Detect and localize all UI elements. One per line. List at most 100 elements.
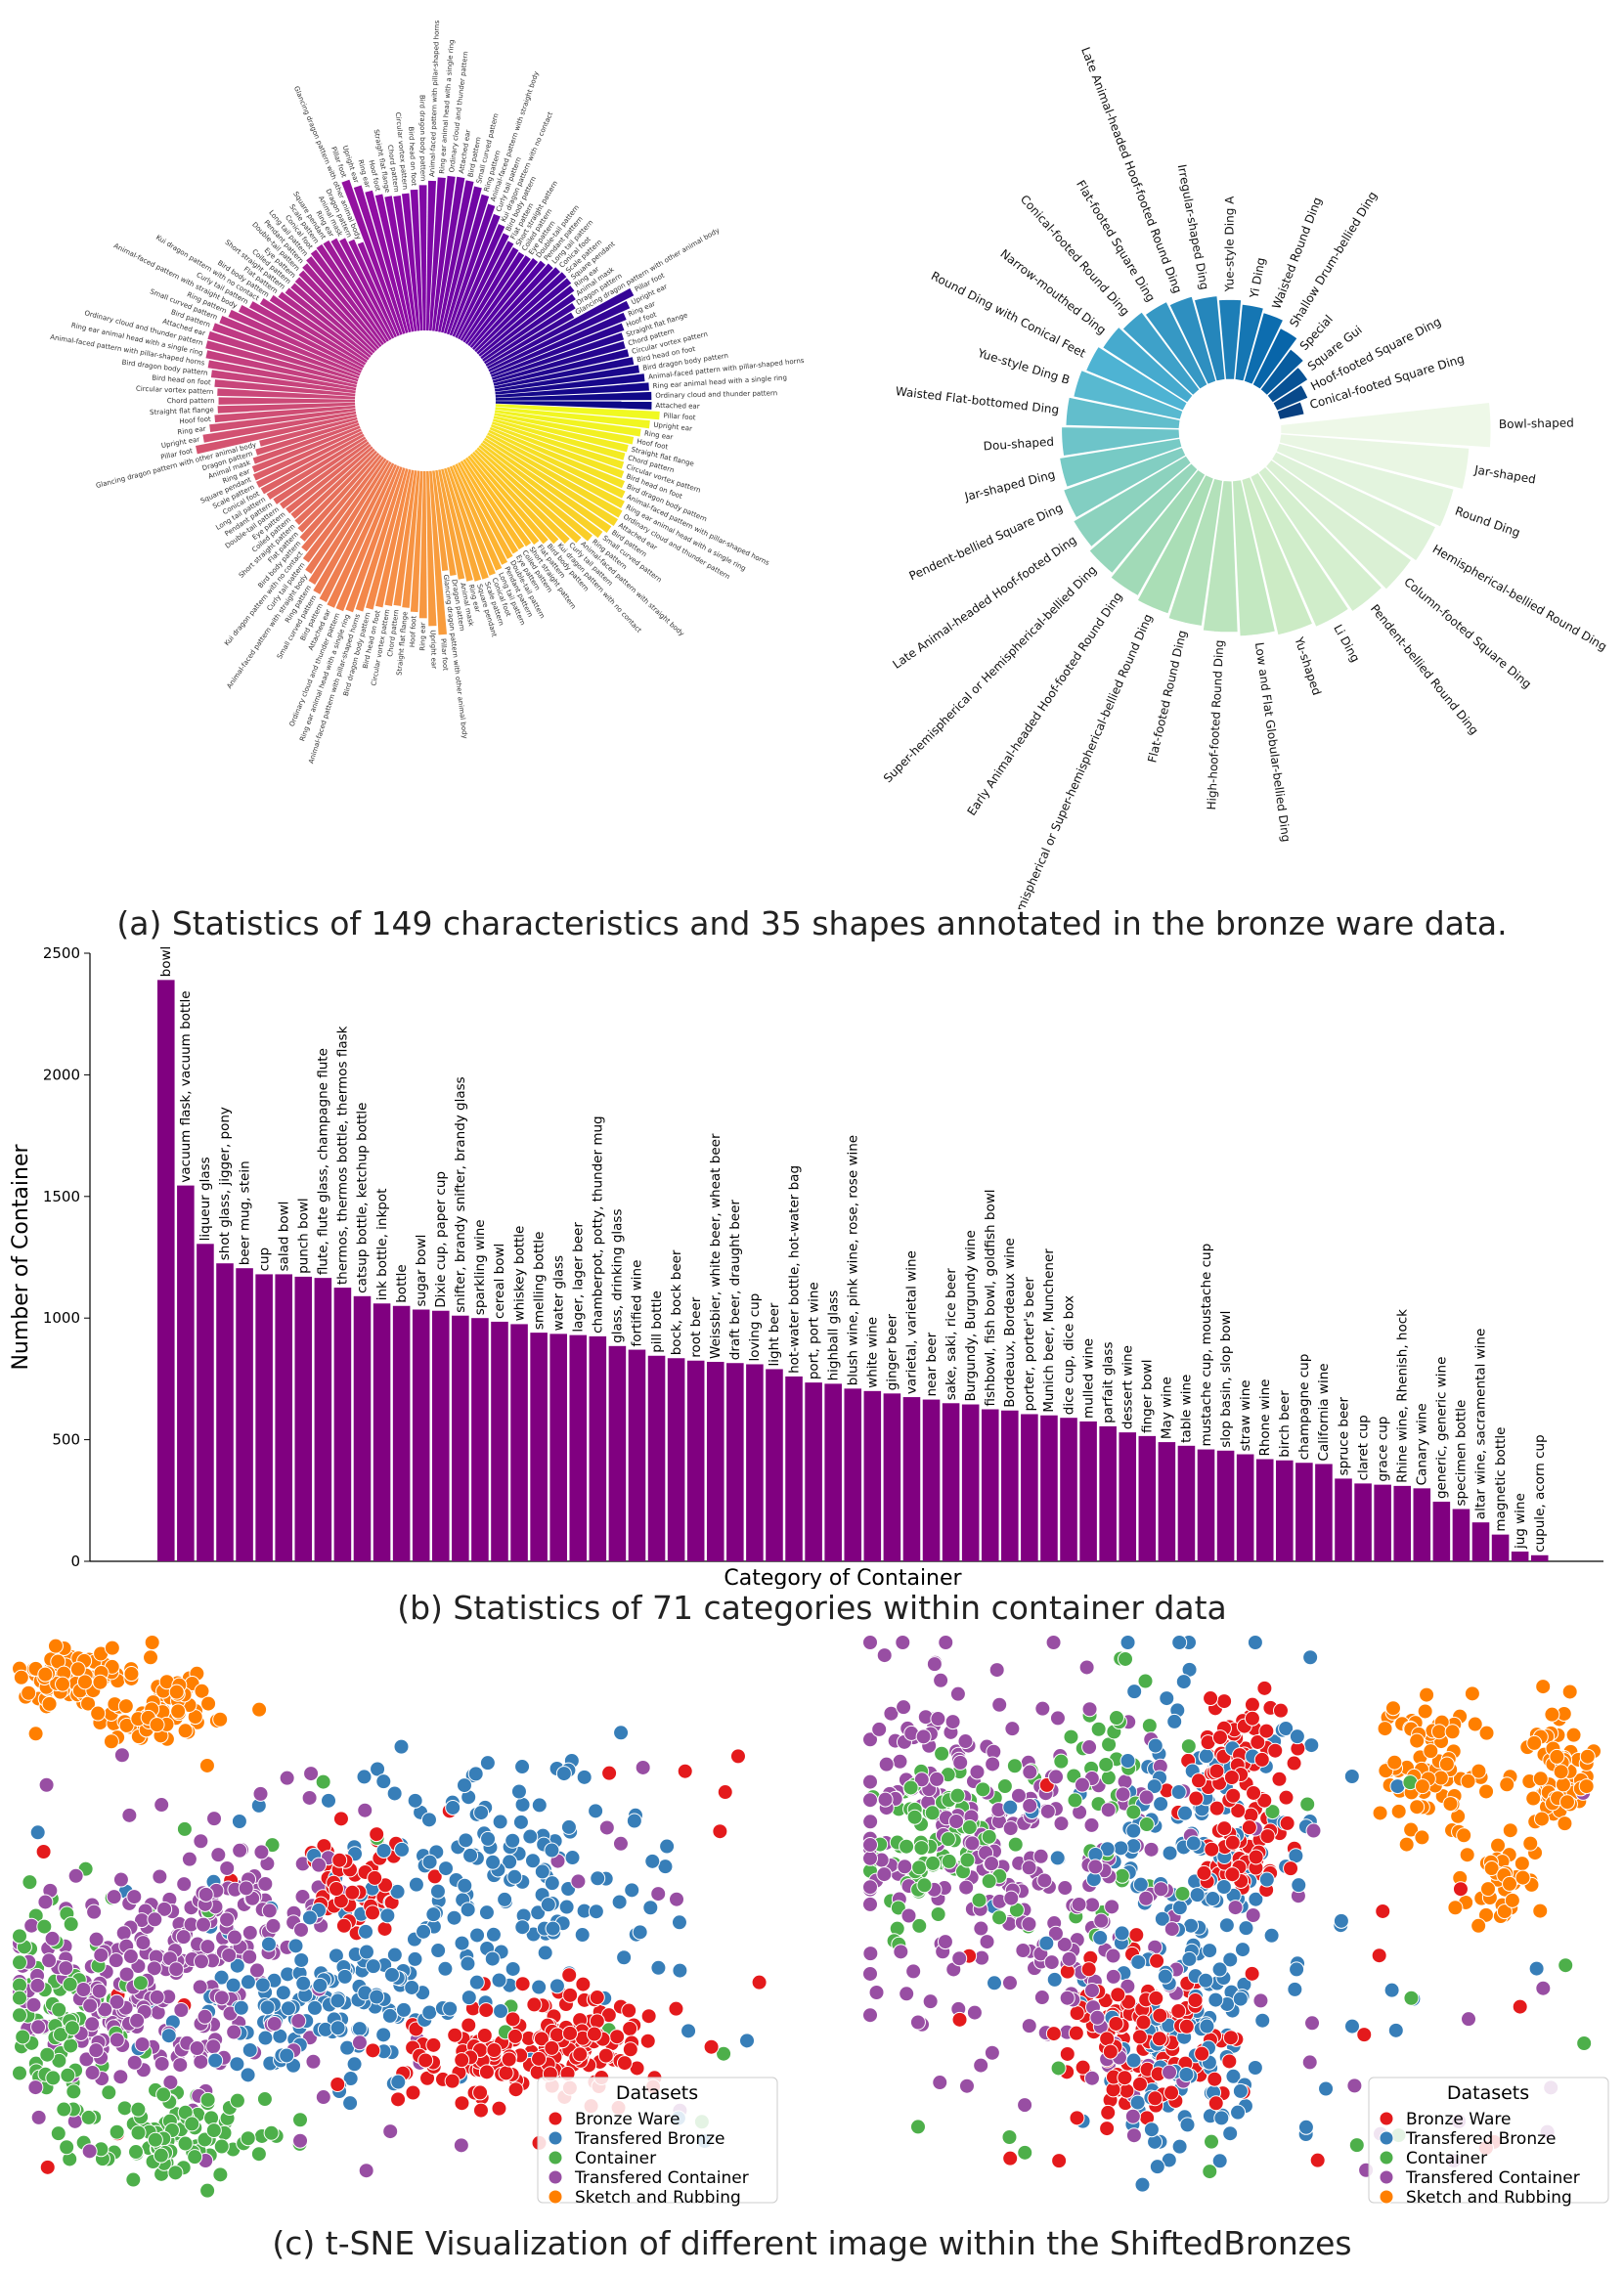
tsne-point [295,1975,312,1991]
characteristic-bar [480,285,575,360]
characteristic-bar [255,431,364,488]
bar [1530,1554,1549,1561]
tsne-point [301,1909,318,1926]
bar-label: root beer [688,1296,704,1358]
characteristic-label: Ring ear [418,622,426,651]
tsne-point [1223,1769,1240,1785]
tsne-point [226,2024,242,2040]
bar-label: spruce beer [1336,1396,1351,1475]
bar [255,1274,273,1561]
characteristic-bar [323,240,389,342]
tsne-point [505,1960,521,1977]
tsne-point [117,1698,134,1715]
tsne-point [533,2031,549,2047]
bar-label: blush wine, pink wine, rose, rose wine [846,1135,861,1385]
tsne-point [454,1935,470,1951]
characteristic-bar [474,449,570,545]
tsne-point [106,1889,122,1905]
tsne-point [1087,1859,1104,1875]
tsne-point [1051,2153,1068,2169]
tsne-point [1460,1772,1476,1789]
tsne-point [328,1881,344,1898]
characteristic-bar [476,272,567,355]
tsne-point [1038,1935,1055,1951]
tsne-point [924,1805,941,1821]
tsne-point [540,1897,556,1913]
characteristic-bar [429,177,446,331]
tsne-point [36,1918,53,1935]
tsne-point [386,1785,403,1802]
tsne-point [1256,1792,1273,1809]
bar-label: Canary wine [1415,1403,1430,1485]
tsne-point [177,2135,194,2152]
tsne-point [315,2089,331,2106]
tsne-point [12,2007,27,2024]
tsne-point [1230,2104,1247,2121]
characteristic-label: Hoof foot [179,416,211,426]
tsne-point [555,1766,572,1782]
tsne-point [668,2000,684,2017]
tsne-point [199,1939,216,1955]
tsne-point [233,1999,249,2016]
tsne-point [639,2033,656,2049]
bar-label: birch beer [1277,1390,1293,1458]
characteristic-bar [259,416,358,447]
characteristic-bar [485,312,575,367]
tsne-point [1478,1783,1495,1800]
tsne-point [241,2041,258,2058]
tsne-point [510,1783,527,1800]
tsne-point [457,1877,473,1894]
tsne-point [468,1974,485,1991]
shape-bar [1234,303,1265,382]
tsne-point [312,1977,329,1993]
tsne-point [329,1992,346,2009]
bar [785,1376,803,1561]
tsne-point [101,2084,117,2101]
tsne-point [883,1705,900,1722]
tsne-point [1244,1710,1260,1727]
caption-a: (a) Statistics of 149 characteristics an… [116,904,1508,942]
tsne-point [130,2124,147,2141]
legend-marker [548,2150,563,2166]
tsne-point [408,1876,424,1893]
tsne-point [1137,1673,1154,1689]
bar [942,1403,960,1561]
tsne-point [862,1635,878,1650]
tsne-point [1259,1828,1276,1845]
characteristic-bar [494,413,635,445]
tsne-point [196,1916,212,1933]
bar [373,1303,391,1561]
tsne-point [176,1876,193,1893]
tsne-point [279,2047,295,2064]
polar-center-hole [357,332,494,469]
tsne-point [382,2123,399,2140]
characteristic-bar [301,454,382,552]
bar-label: bottle [394,1264,410,1302]
tsne-point [1430,1724,1447,1740]
shape-label: Yue-style Ding A [1223,196,1237,292]
tsne-point [198,1757,215,1773]
bar [1295,1463,1313,1561]
tsne-point [941,1853,957,1869]
tsne-point [1333,1912,1349,1929]
tsne-point [1059,1990,1075,2006]
legend-title: Datasets [1447,2082,1529,2104]
bar [746,1364,764,1561]
tsne-point [1033,1990,1050,2006]
bar-label: grace cup [1375,1417,1390,1482]
characteristic-bar [210,370,356,394]
tsne-point [66,2083,82,2100]
tsne-point [303,1766,320,1782]
tsne-point [1533,1811,1550,1827]
tsne-point [1502,1822,1518,1839]
tsne-point [149,1717,165,1733]
characteristic-bar [345,466,403,613]
tsne-point [991,1696,1008,1713]
tsne-point [250,2146,267,2163]
tsne-point [531,1979,548,1995]
tsne-point [369,1989,385,2005]
tsne-point [1303,1737,1320,1754]
tsne-point [199,2091,216,2108]
tsne-point [121,1807,138,1823]
bar [706,1361,724,1561]
